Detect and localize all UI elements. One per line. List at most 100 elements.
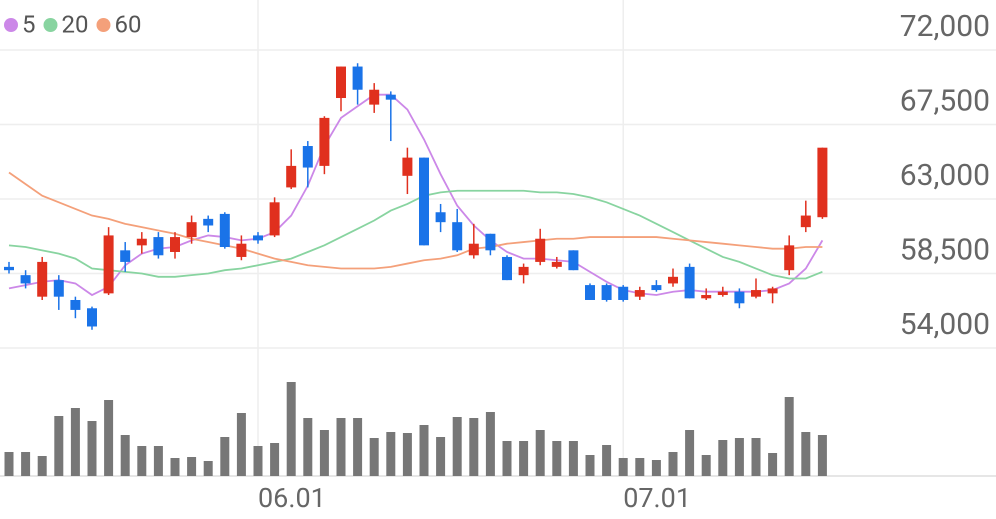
volume-bar [402,433,412,476]
volume-bar [485,412,495,476]
candle-body [319,117,330,166]
candle-body [219,213,230,248]
volume-bar [635,458,645,476]
volume-bar [236,413,246,476]
legend-label: 20 [62,10,89,38]
volume-bar [469,418,479,476]
volume-bar [37,456,47,476]
candle-body [203,218,214,226]
volume-bar [70,408,80,476]
candle-body [485,233,496,251]
volume-bar [270,443,280,476]
candle-body [87,308,97,327]
volume-bar [220,437,230,476]
candle-body [153,237,164,256]
candle-body [170,237,180,252]
volume-bar [87,421,97,476]
volume-bar [203,461,213,476]
y-tick-label: 72,000 [900,9,990,44]
candle-body [717,291,728,296]
legend-marker [43,18,58,32]
volume-bar [502,441,512,476]
volume-bar [286,382,296,476]
volume-bar [21,452,31,476]
candle-body [269,202,280,236]
candle-body [634,290,645,297]
candle-body [767,288,778,294]
volume-bar [170,458,180,476]
volume-bar [54,416,64,476]
volume-bar [120,435,130,476]
volume-bar [734,438,744,476]
volume-bar [519,441,529,476]
volume-bar [668,452,678,476]
ma-line [8,189,823,280]
volume-bar [369,438,379,476]
volume-bar [452,417,462,476]
volume-bar [187,457,197,476]
y-tick-label: 67,500 [900,83,990,118]
candle-body [435,212,446,223]
volume-bar [618,458,628,476]
candle-body [136,238,147,246]
candle-body [518,266,529,276]
candle-body [352,66,363,90]
candle-body [37,261,48,297]
volume-bar [386,432,396,476]
candle-body [302,146,313,168]
candle-body [734,291,745,304]
candle-body [784,245,795,271]
x-tick-label: 06.01 [258,482,326,514]
volume-bar [718,440,728,476]
candle-body [419,157,429,246]
volume-bar [817,435,827,476]
candle-body [751,290,761,297]
volume-bar [104,400,114,476]
volume-bar [4,452,14,476]
candle-body [103,235,114,294]
volume-bar [602,445,612,476]
legend-label: 5 [22,10,36,38]
candle-body [369,89,380,105]
volume-bar [535,430,545,476]
ma-line [8,171,823,270]
candle-body [253,235,263,241]
candle-body [468,243,479,256]
volume-bar [319,430,329,476]
volume-bar [419,425,429,476]
candle-body [53,280,64,297]
volume-bar [303,418,313,476]
volume-bar [751,438,761,476]
volume-bar [784,397,794,476]
candle-body [20,275,31,284]
y-tick-label: 63,000 [900,158,990,193]
candle-body [701,295,712,299]
candle-body [668,276,678,284]
candle-body [651,285,662,291]
volume-bar [801,432,811,476]
volume-bar [137,446,147,476]
volume-bar [651,460,661,476]
volume-bar [353,418,363,476]
candle-body [502,256,512,281]
candle-body [336,66,346,99]
volume-bar [701,455,711,476]
legend-label: 60 [114,10,141,38]
candle-body [120,250,131,262]
legend-marker [96,18,111,32]
volume-bar [153,446,163,476]
x-tick-label: 07.01 [623,482,691,514]
candle-body [70,299,81,310]
candle-body [236,243,247,257]
candle-body [817,147,828,218]
candle-body [402,157,413,176]
y-tick-label: 54,000 [900,307,990,342]
candle-body [551,261,562,267]
candle-body [568,250,579,271]
candle-body [618,286,629,300]
volume-bar [685,430,695,476]
candle-body [286,165,297,188]
candle-body [535,238,546,262]
